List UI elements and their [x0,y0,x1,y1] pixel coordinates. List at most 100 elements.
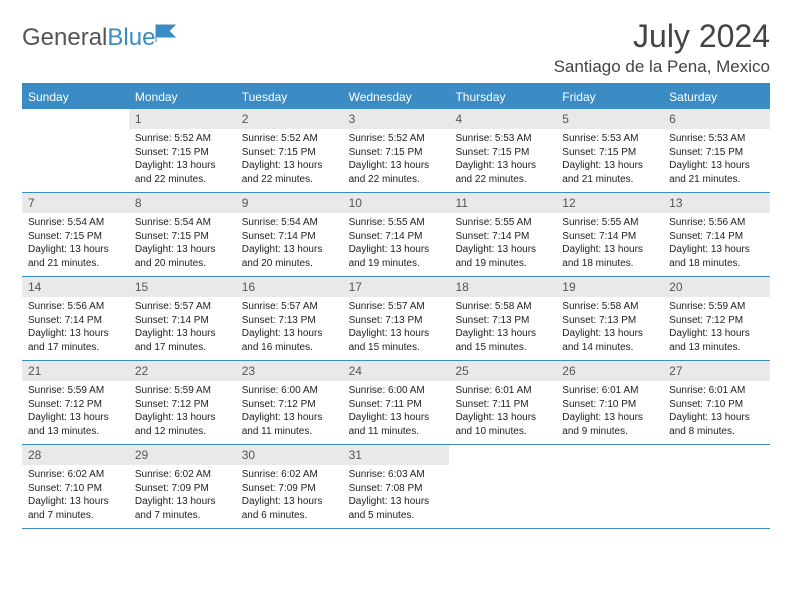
calendar-cell: 22Sunrise: 5:59 AMSunset: 7:12 PMDayligh… [129,361,236,444]
location: Santiago de la Pena, Mexico [554,57,770,77]
day-number: 27 [663,361,770,381]
day-info: Sunrise: 5:55 AMSunset: 7:14 PMDaylight:… [556,213,663,276]
day-number: 21 [22,361,129,381]
day-info: Sunrise: 5:57 AMSunset: 7:14 PMDaylight:… [129,297,236,360]
calendar-cell: 4Sunrise: 5:53 AMSunset: 7:15 PMDaylight… [449,109,556,192]
day-number: 22 [129,361,236,381]
calendar-cell: 24Sunrise: 6:00 AMSunset: 7:11 PMDayligh… [343,361,450,444]
day-info: Sunrise: 5:53 AMSunset: 7:15 PMDaylight:… [449,129,556,192]
calendar-cell: 28Sunrise: 6:02 AMSunset: 7:10 PMDayligh… [22,445,129,528]
day-number: 8 [129,193,236,213]
day-info: Sunrise: 6:00 AMSunset: 7:12 PMDaylight:… [236,381,343,444]
day-number: 4 [449,109,556,129]
calendar-cell: 23Sunrise: 6:00 AMSunset: 7:12 PMDayligh… [236,361,343,444]
logo-part1: General [22,24,107,51]
day-number: 30 [236,445,343,465]
weekday-header: Wednesday [343,85,450,109]
day-info: Sunrise: 6:02 AMSunset: 7:10 PMDaylight:… [22,465,129,528]
day-info: Sunrise: 5:59 AMSunset: 7:12 PMDaylight:… [22,381,129,444]
day-info: Sunrise: 5:59 AMSunset: 7:12 PMDaylight:… [129,381,236,444]
weekday-header: Saturday [663,85,770,109]
weekday-header: Monday [129,85,236,109]
day-number: 19 [556,277,663,297]
logo-text: GeneralBlue [22,24,155,52]
day-info: Sunrise: 5:55 AMSunset: 7:14 PMDaylight:… [449,213,556,276]
calendar-cell: 29Sunrise: 6:02 AMSunset: 7:09 PMDayligh… [129,445,236,528]
day-info: Sunrise: 5:56 AMSunset: 7:14 PMDaylight:… [663,213,770,276]
calendar-cell: 21Sunrise: 5:59 AMSunset: 7:12 PMDayligh… [22,361,129,444]
calendar-cell: 14Sunrise: 5:56 AMSunset: 7:14 PMDayligh… [22,277,129,360]
calendar-cell: 2Sunrise: 5:52 AMSunset: 7:15 PMDaylight… [236,109,343,192]
day-number: 25 [449,361,556,381]
calendar-week: 7Sunrise: 5:54 AMSunset: 7:15 PMDaylight… [22,193,770,277]
calendar-cell: 18Sunrise: 5:58 AMSunset: 7:13 PMDayligh… [449,277,556,360]
day-info: Sunrise: 5:59 AMSunset: 7:12 PMDaylight:… [663,297,770,360]
day-info: Sunrise: 5:58 AMSunset: 7:13 PMDaylight:… [556,297,663,360]
calendar-cell: 12Sunrise: 5:55 AMSunset: 7:14 PMDayligh… [556,193,663,276]
calendar-cell: 13Sunrise: 5:56 AMSunset: 7:14 PMDayligh… [663,193,770,276]
calendar-cell: 26Sunrise: 6:01 AMSunset: 7:10 PMDayligh… [556,361,663,444]
calendar-cell: . [556,445,663,528]
day-info: Sunrise: 5:58 AMSunset: 7:13 PMDaylight:… [449,297,556,360]
day-info: Sunrise: 6:00 AMSunset: 7:11 PMDaylight:… [343,381,450,444]
calendar-cell: 1Sunrise: 5:52 AMSunset: 7:15 PMDaylight… [129,109,236,192]
weekday-header: Tuesday [236,85,343,109]
day-number: 12 [556,193,663,213]
calendar-cell: . [449,445,556,528]
day-info: Sunrise: 5:54 AMSunset: 7:15 PMDaylight:… [129,213,236,276]
day-number: 16 [236,277,343,297]
day-number: 17 [343,277,450,297]
day-info: Sunrise: 6:01 AMSunset: 7:11 PMDaylight:… [449,381,556,444]
calendar-cell: 15Sunrise: 5:57 AMSunset: 7:14 PMDayligh… [129,277,236,360]
weekday-header: Friday [556,85,663,109]
calendar-cell: . [22,109,129,192]
day-number: 7 [22,193,129,213]
day-number: 24 [343,361,450,381]
logo: GeneralBlue [22,18,181,52]
day-number: 14 [22,277,129,297]
day-number: 29 [129,445,236,465]
day-info: Sunrise: 6:02 AMSunset: 7:09 PMDaylight:… [236,465,343,528]
day-info: Sunrise: 5:54 AMSunset: 7:15 PMDaylight:… [22,213,129,276]
month-title: July 2024 [554,18,770,55]
calendar-cell: 16Sunrise: 5:57 AMSunset: 7:13 PMDayligh… [236,277,343,360]
day-number: 23 [236,361,343,381]
calendar-cell: 31Sunrise: 6:03 AMSunset: 7:08 PMDayligh… [343,445,450,528]
calendar-cell: 6Sunrise: 5:53 AMSunset: 7:15 PMDaylight… [663,109,770,192]
day-info: Sunrise: 6:02 AMSunset: 7:09 PMDaylight:… [129,465,236,528]
calendar-cell: 9Sunrise: 5:54 AMSunset: 7:14 PMDaylight… [236,193,343,276]
day-number: 5 [556,109,663,129]
calendar-cell: 19Sunrise: 5:58 AMSunset: 7:13 PMDayligh… [556,277,663,360]
calendar-cell: 7Sunrise: 5:54 AMSunset: 7:15 PMDaylight… [22,193,129,276]
weekday-header: Sunday [22,85,129,109]
day-info: Sunrise: 5:52 AMSunset: 7:15 PMDaylight:… [236,129,343,192]
flag-icon [155,22,181,49]
day-info: Sunrise: 5:54 AMSunset: 7:14 PMDaylight:… [236,213,343,276]
calendar-week: .1Sunrise: 5:52 AMSunset: 7:15 PMDayligh… [22,109,770,193]
day-number: 11 [449,193,556,213]
calendar-week: 21Sunrise: 5:59 AMSunset: 7:12 PMDayligh… [22,361,770,445]
day-number: 26 [556,361,663,381]
day-number: 15 [129,277,236,297]
day-number: 18 [449,277,556,297]
day-number: 20 [663,277,770,297]
header: GeneralBlue July 2024 Santiago de la Pen… [22,18,770,77]
day-info: Sunrise: 5:56 AMSunset: 7:14 PMDaylight:… [22,297,129,360]
day-info: Sunrise: 5:52 AMSunset: 7:15 PMDaylight:… [129,129,236,192]
day-info: Sunrise: 5:57 AMSunset: 7:13 PMDaylight:… [343,297,450,360]
day-info: Sunrise: 6:03 AMSunset: 7:08 PMDaylight:… [343,465,450,528]
day-info: Sunrise: 5:52 AMSunset: 7:15 PMDaylight:… [343,129,450,192]
calendar-cell: 3Sunrise: 5:52 AMSunset: 7:15 PMDaylight… [343,109,450,192]
day-number: 10 [343,193,450,213]
day-info: Sunrise: 5:53 AMSunset: 7:15 PMDaylight:… [663,129,770,192]
day-number: 28 [22,445,129,465]
day-info: Sunrise: 5:53 AMSunset: 7:15 PMDaylight:… [556,129,663,192]
calendar-cell: 8Sunrise: 5:54 AMSunset: 7:15 PMDaylight… [129,193,236,276]
weekday-header: Thursday [449,85,556,109]
day-info: Sunrise: 5:55 AMSunset: 7:14 PMDaylight:… [343,213,450,276]
weekday-header-row: SundayMondayTuesdayWednesdayThursdayFrid… [22,85,770,109]
calendar-cell: 30Sunrise: 6:02 AMSunset: 7:09 PMDayligh… [236,445,343,528]
day-number: 13 [663,193,770,213]
day-number: 6 [663,109,770,129]
calendar-cell: . [663,445,770,528]
